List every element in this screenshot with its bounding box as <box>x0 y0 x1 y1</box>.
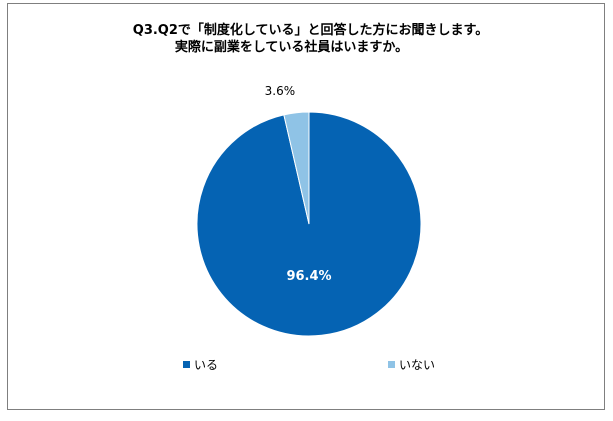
chart-title: Q3.Q2で「制度化している」と回答した方にお聞きします。 実際に副業をしている… <box>0 22 613 56</box>
legend-item-iru: いる <box>183 356 218 373</box>
pie-slices <box>196 111 422 337</box>
chart-title-line1: Q3.Q2で「制度化している」と回答した方にお聞きします。 <box>132 23 489 38</box>
pie-slice-inai <box>283 111 310 225</box>
legend-swatch-iru <box>183 361 190 368</box>
pie-label-inai: 3.6% <box>265 84 296 98</box>
legend-swatch-inai <box>388 361 395 368</box>
legend-label-iru: いる <box>194 358 219 372</box>
chart-title-line2: 実際に副業をしている社員はいますか。 <box>174 40 409 55</box>
legend-label-inai: いない <box>399 358 436 372</box>
pie-label-iru: 96.4% <box>286 269 331 284</box>
pie-labels: 96.4% 3.6% <box>265 84 332 284</box>
legend-item-inai: いない <box>388 356 435 373</box>
